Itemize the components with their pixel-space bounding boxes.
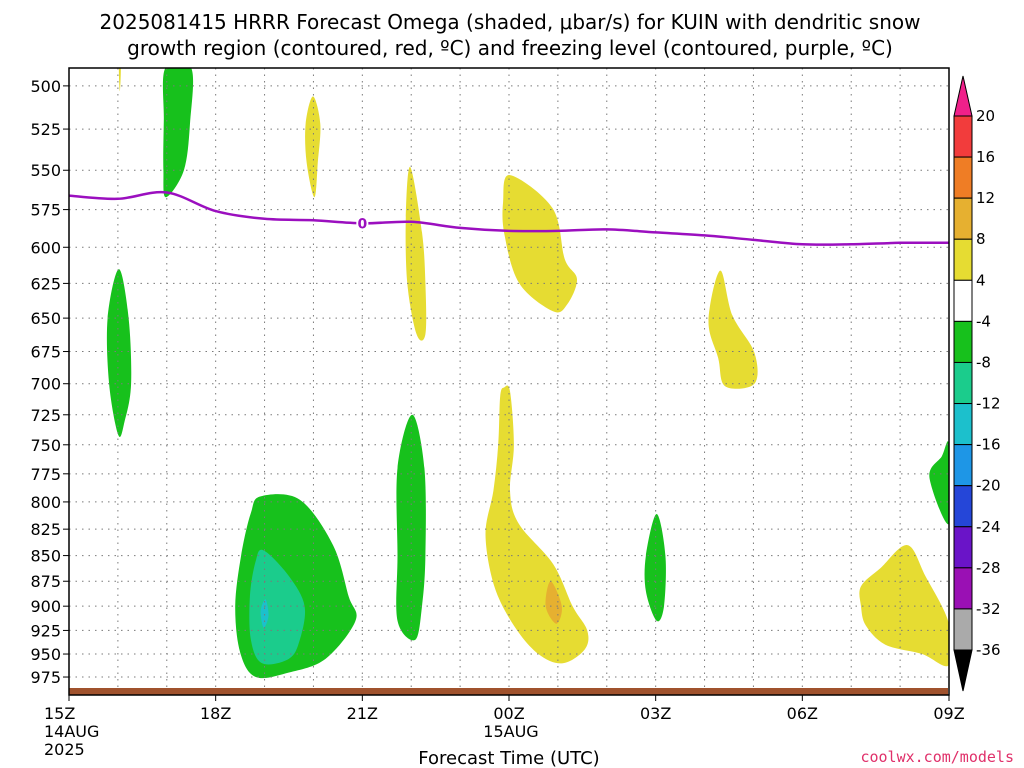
y-tick-label-8: 700 (30, 375, 61, 394)
colorbar-segment-1 (953, 115, 973, 158)
omega-region-2 (305, 96, 321, 198)
colorbar-label-3: 8 (976, 230, 986, 248)
y-axis-ticks: 500 525 550 575 600 625 650 675 700 725 750 775 800 8… (30, 77, 69, 687)
colorbar-segment-13 (953, 608, 973, 651)
x-tick-year-0: 2025 (44, 740, 85, 759)
colorbar-segment-8 (953, 403, 973, 446)
omega-region-3 (405, 166, 427, 341)
y-tick-label-10: 750 (30, 436, 61, 455)
y-tick-label-3: 575 (30, 201, 61, 220)
omega-region-8 (485, 385, 589, 664)
omega-region-6 (708, 270, 758, 389)
credit-text: coolwx.com/models (860, 748, 1014, 766)
freezing-level-contour: 0 (68, 190, 950, 246)
x-tick-date-3: 15AUG (483, 722, 538, 741)
colorbar-label-2: 12 (976, 189, 995, 207)
omega-region-4 (502, 175, 578, 313)
x-tick-date-0: 14AUG (44, 722, 99, 741)
colorbar: 20 16 12 8 4 -4 -8 -12 -16 -20 -24 -28 -32 -36 (953, 75, 1001, 692)
x-tick-label-2: 21Z (347, 704, 378, 723)
colorbar-label-7: -12 (976, 395, 1001, 413)
colorbar-segment-4 (953, 238, 973, 281)
y-tick-label-7: 675 (30, 343, 61, 362)
y-tick-label-16: 900 (30, 597, 61, 616)
colorbar-label-0: 20 (976, 107, 995, 125)
colorbar-top-arrow (953, 75, 973, 117)
y-tick-label-18: 950 (30, 645, 61, 664)
omega-region-1 (162, 68, 194, 198)
y-tick-label-13: 825 (30, 520, 61, 539)
y-tick-label-19: 975 (30, 668, 61, 687)
omega-region-0 (118, 68, 121, 92)
colorbar-label-5: -4 (976, 312, 991, 330)
y-tick-label-9: 725 (30, 406, 61, 425)
omega-region-14 (859, 545, 949, 667)
omega-shading (106, 68, 949, 679)
colorbar-label-12: -32 (976, 600, 1001, 618)
x-tick-label-5: 06Z (787, 704, 818, 723)
x-tick-label-1: 18Z (200, 704, 231, 723)
colorbar-segment-7 (953, 361, 973, 405)
omega-region-9 (545, 581, 562, 624)
colorbar-label-6: -8 (976, 353, 991, 371)
colorbar-segment-3 (953, 197, 973, 240)
omega-region-12 (249, 549, 306, 665)
colorbar-label-8: -16 (976, 436, 1001, 454)
x-tick-label-0: 15Z (44, 704, 75, 723)
freezing-level-label-bg (356, 215, 369, 232)
colorbar-segment-2 (953, 156, 973, 199)
omega-region-13 (260, 599, 269, 628)
x-axis-title: Forecast Time (UTC) (418, 748, 599, 768)
colorbar-label-4: 4 (976, 271, 986, 289)
y-tick-label-5: 625 (30, 274, 61, 293)
x-tick-label-6: 09Z (933, 704, 964, 723)
grid-lines (69, 68, 949, 695)
freezing-level-label: 0 (357, 216, 367, 232)
y-tick-label-14: 850 (30, 547, 61, 566)
omega-region-10 (644, 514, 666, 622)
y-tick-label-6: 650 (30, 309, 61, 328)
omega-region-5 (106, 269, 132, 438)
y-tick-label-15: 875 (30, 572, 61, 591)
chart-title-line-2: growth region (contoured, red, ºC) and f… (127, 36, 893, 60)
terrain-band (69, 688, 948, 695)
y-tick-label-1: 525 (30, 120, 61, 139)
colorbar-segment-12 (953, 567, 973, 610)
y-tick-label-11: 775 (30, 465, 61, 484)
y-tick-label-17: 925 (30, 621, 61, 640)
colorbar-label-11: -28 (976, 559, 1001, 577)
omega-region-15 (929, 441, 949, 524)
colorbar-bottom-arrow (953, 649, 973, 692)
chart-title-line-1: 2025081415 HRRR Forecast Omega (shaded, … (100, 10, 921, 34)
y-tick-label-4: 600 (30, 238, 61, 257)
colorbar-label-1: 16 (976, 148, 995, 166)
colorbar-label-9: -20 (976, 477, 1001, 495)
y-tick-label-0: 500 (30, 77, 61, 96)
x-tick-label-4: 03Z (640, 704, 671, 723)
colorbar-segment-6 (953, 320, 973, 363)
y-tick-label-2: 550 (30, 161, 61, 180)
y-tick-label-12: 800 (30, 493, 61, 512)
colorbar-segment-5 (953, 279, 973, 322)
colorbar-label-10: -24 (976, 518, 1001, 536)
x-tick-label-3: 00Z (493, 704, 524, 723)
colorbar-label-13: -36 (976, 641, 1001, 659)
colorbar-segment-10 (953, 485, 973, 528)
colorbar-segment-11 (953, 526, 973, 569)
omega-region-7 (396, 414, 426, 641)
colorbar-segment-9 (953, 444, 973, 487)
freezing-level-line (68, 190, 950, 246)
